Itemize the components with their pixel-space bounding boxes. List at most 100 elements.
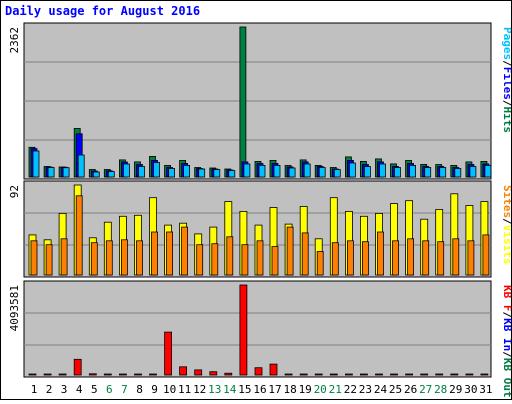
bar-hits-day-15: [239, 26, 247, 178]
bar-kb-f-day-14: [224, 372, 233, 376]
bar-kb-f-day-4: [73, 358, 82, 376]
bar-kb-f-day-5: [88, 373, 97, 376]
legend-entry-2: Files: [501, 67, 511, 100]
x-tick-label: 10: [163, 383, 176, 396]
bar-pages-day-14: [228, 170, 236, 178]
bar-kb-f-day-11: [179, 366, 188, 376]
panel-middle-max-label: 92: [8, 185, 21, 198]
x-tick-label: 23: [359, 383, 372, 396]
legend-entry-1: /: [501, 218, 511, 225]
bar-kb-f-day-7: [119, 373, 127, 376]
x-tick-label: 30: [464, 383, 477, 396]
bar-kb-f-day-1: [28, 373, 37, 376]
bar-sites-day-28: [437, 241, 445, 276]
x-tick-label: 13: [208, 383, 221, 396]
x-tick-label: 5: [91, 383, 98, 396]
bar-kb-f-day-17: [269, 363, 278, 376]
bar-pages-day-24: [379, 163, 386, 178]
bar-sites-day-12: [196, 244, 204, 276]
x-tick-label: 7: [121, 383, 128, 396]
legend-entry-3: /: [501, 351, 511, 358]
panel-bottom: 4093581 KB F/KB In/KB Out: [8, 280, 512, 398]
panel-top-legend: Pages/Files/Hits: [501, 27, 511, 133]
bar-sites-day-23: [361, 241, 369, 276]
x-tick-label: 1: [31, 383, 38, 396]
bar-pages-day-30: [469, 166, 477, 178]
x-tick-label: 19: [299, 383, 312, 396]
legend-entry-0: Sites: [501, 185, 511, 218]
bar-kb-f-day-10: [164, 331, 173, 376]
x-tick-label: 31: [479, 383, 492, 396]
bar-sites-day-7: [121, 239, 128, 276]
bar-kb-f-day-27: [420, 373, 429, 376]
bar-kb-f-day-6: [103, 373, 112, 376]
bar-pages-day-21: [333, 169, 341, 178]
bar-pages-day-31: [484, 164, 492, 178]
bar-pages-day-23: [363, 166, 371, 178]
panel-bottom-max-label: 4093581: [8, 285, 21, 331]
bar-pages-day-16: [258, 164, 266, 178]
bar-pages-day-13: [213, 169, 221, 178]
bar-sites-day-29: [452, 238, 460, 276]
x-axis-day-labels: 1 2 3 4 5 6 7 8 9 10 11 12 13 14 15 16 17 18 19 20 21 22 23 24 2…: [31, 383, 493, 396]
bar-kb-f-day-13: [209, 371, 218, 376]
bar-sites-day-15: [241, 244, 249, 276]
bar-pages-day-10: [168, 168, 176, 178]
x-tick-label: 22: [344, 383, 357, 396]
bar-kb-f-day-2: [43, 373, 52, 376]
bar-pages-day-9: [153, 162, 160, 178]
bar-kb-f-day-25: [390, 373, 398, 376]
x-tick-label: 6: [106, 383, 113, 396]
bar-sites-day-5: [90, 242, 98, 276]
x-tick-label: 28: [434, 383, 447, 396]
bar-kb-f-day-3: [58, 373, 67, 376]
bar-sites-day-31: [482, 234, 490, 276]
x-tick-label: 16: [253, 383, 266, 396]
x-tick-label: 9: [151, 383, 158, 396]
bar-kb-f-day-31: [480, 373, 489, 376]
bar-sites-day-17: [271, 246, 279, 276]
panel-middle-legend: Sites/Visits: [501, 185, 511, 265]
bar-kb-f-day-18: [284, 373, 293, 376]
bar-pages-day-1: [32, 150, 40, 178]
x-tick-label: 29: [449, 383, 462, 396]
bar-pages-day-19: [303, 163, 311, 178]
bar-sites-day-11: [181, 226, 189, 276]
legend-entry-2: KB In: [501, 318, 511, 351]
bar-sites-day-27: [422, 240, 430, 276]
x-tick-label: 25: [389, 383, 402, 396]
bar-pages-day-20: [318, 167, 326, 178]
panel-top: 2362 Pages/Files/Hits: [8, 22, 512, 180]
bar-kb-f-day-29: [450, 373, 459, 376]
bar-sites-day-14: [226, 236, 234, 276]
panel-middle: 92 Sites/Visits: [8, 180, 512, 278]
bar-pages-day-12: [198, 168, 206, 178]
bar-sites-day-9: [151, 231, 158, 276]
bar-sites-day-10: [166, 231, 174, 276]
bar-sites-day-4: [75, 195, 83, 276]
bar-sites-day-13: [211, 243, 219, 276]
legend-entry-2: Visits: [501, 225, 511, 265]
bar-sites-day-16: [256, 240, 264, 276]
bar-pages-day-17: [273, 164, 281, 178]
bar-kb-f-day-21: [329, 373, 338, 376]
bar-pages-day-27: [424, 167, 432, 178]
bar-pages-day-29: [454, 168, 462, 178]
panel-bottom-legend: KB F/KB In/KB Out: [501, 285, 511, 398]
bar-kb-f-day-15: [239, 284, 248, 376]
x-tick-label: 21: [329, 383, 342, 396]
bar-pages-day-28: [439, 167, 447, 178]
bar-sites-day-26: [407, 238, 415, 276]
bar-kb-f-day-19: [299, 373, 308, 376]
bar-sites-day-25: [392, 240, 399, 276]
panel-top-max-label: 2362: [8, 27, 21, 54]
bar-pages-day-8: [138, 166, 145, 178]
chart-title: Daily usage for August 2016: [5, 4, 200, 18]
bar-pages-day-15: [243, 163, 251, 178]
chart-panels: 2362Pages/Files/Hits92Sites/Visits409358…: [8, 22, 512, 398]
bar-pages-day-2: [47, 167, 55, 178]
x-tick-label: 8: [136, 383, 143, 396]
x-tick-label: 3: [61, 383, 68, 396]
bar-kb-f-day-9: [149, 373, 157, 376]
